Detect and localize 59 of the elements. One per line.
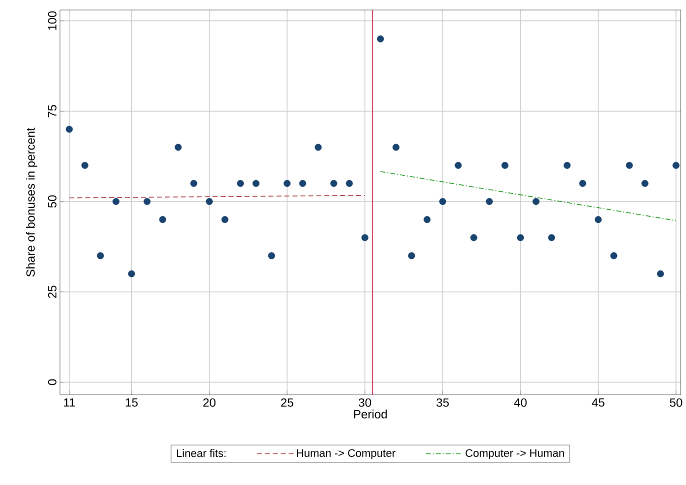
point <box>610 252 618 260</box>
y-axis-title: Share of bonuses in percent <box>26 128 38 277</box>
legend-title: Linear fits: <box>176 449 226 458</box>
point <box>221 216 228 224</box>
point <box>299 180 306 188</box>
point <box>626 162 633 169</box>
point <box>268 252 276 260</box>
point <box>548 234 556 242</box>
point <box>656 270 664 278</box>
x-tick-label: 30 <box>358 398 372 407</box>
point <box>112 198 120 206</box>
point <box>672 162 680 169</box>
x-tick-label: 25 <box>281 398 294 407</box>
point <box>330 180 338 188</box>
point <box>174 144 182 151</box>
point <box>346 180 353 188</box>
y-tick-label: 0 <box>48 379 56 386</box>
y-tick-label: 75 <box>48 105 56 118</box>
point <box>501 162 508 169</box>
point <box>361 234 368 242</box>
point <box>144 198 151 206</box>
point <box>206 198 213 206</box>
x-tick-label: 20 <box>203 398 216 407</box>
point <box>641 180 648 188</box>
point <box>439 198 446 206</box>
point <box>314 144 322 151</box>
point <box>252 180 260 188</box>
y-tick-label: 50 <box>48 195 56 208</box>
x-tick-label: 11 <box>64 398 75 407</box>
point <box>66 126 73 133</box>
point <box>486 198 493 206</box>
point <box>236 180 244 188</box>
point <box>128 270 136 278</box>
x-tick-label: 45 <box>592 398 604 407</box>
point <box>190 180 198 188</box>
point <box>376 36 384 42</box>
point <box>454 162 462 169</box>
legend-label: Computer -> Human <box>466 449 564 460</box>
y-tick-label: 100 <box>48 11 56 30</box>
point <box>284 180 291 188</box>
point <box>564 162 571 169</box>
x-tick-label: 50 <box>670 398 682 407</box>
x-axis-title: Period <box>354 410 387 419</box>
point <box>159 216 166 224</box>
x-tick-label: 15 <box>126 398 138 407</box>
point <box>532 198 540 206</box>
x-tick-label: 40 <box>514 398 527 407</box>
point <box>516 234 524 242</box>
point <box>579 180 586 188</box>
y-tick-label: 25 <box>48 286 56 298</box>
point <box>96 252 104 260</box>
x-tick-label: 35 <box>436 398 449 407</box>
point <box>81 162 88 169</box>
point <box>424 216 431 224</box>
legend-label: Human -> Computer <box>296 449 396 460</box>
point <box>392 144 400 151</box>
point <box>408 252 416 260</box>
point <box>470 234 478 242</box>
point <box>594 216 602 224</box>
